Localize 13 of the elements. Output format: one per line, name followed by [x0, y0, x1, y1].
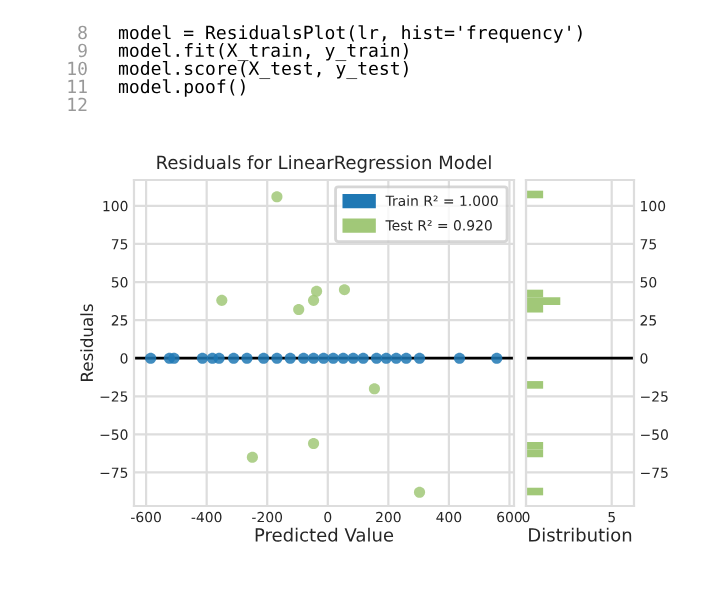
text: 9: [78, 43, 87, 58]
text: model.fit(X_train, y_train): [118, 42, 408, 62]
x-axis-title: Distribution: [529, 527, 632, 542]
text: model = ResidualsPlot(lr, hist='frequency'): [118, 25, 582, 43]
chart-title: Residuals for LinearRegression Model: [157, 155, 491, 173]
text: model.poof(): [118, 79, 245, 97]
text: model.score(X_test, y_test): [118, 60, 408, 80]
text: 12: [68, 97, 87, 112]
text: 8: [78, 25, 87, 40]
x-axis-title: Predicted Value: [255, 527, 394, 542]
text: 10: [68, 61, 87, 76]
text: 11: [68, 79, 87, 94]
y-axis-title: Residuals: [80, 304, 94, 381]
